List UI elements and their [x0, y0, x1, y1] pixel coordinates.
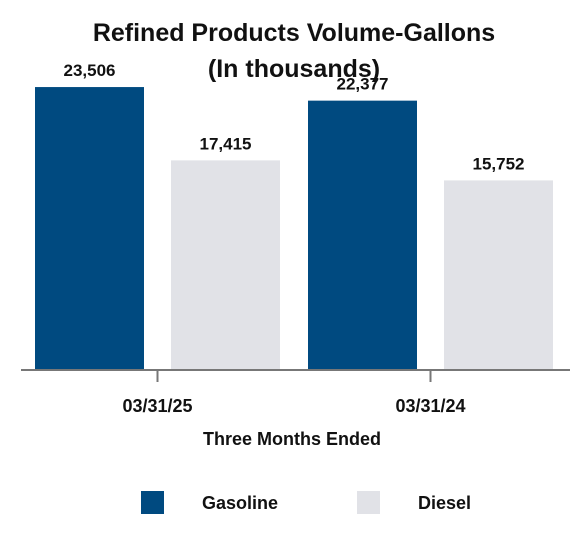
- bar-diesel-1: [171, 160, 280, 370]
- bars-group: [35, 87, 553, 371]
- legend-swatch-diesel: [357, 491, 380, 514]
- value-label-gasoline-1: 23,506: [64, 61, 116, 80]
- legend-label-gasoline: Gasoline: [202, 493, 278, 513]
- x-tick-label-2: 03/31/24: [395, 396, 465, 416]
- x-tick-label-1: 03/31/25: [122, 396, 192, 416]
- bar-gasoline-2: [308, 100, 417, 371]
- legend-label-diesel: Diesel: [418, 493, 471, 513]
- legend-swatch-gasoline: [141, 491, 164, 514]
- x-ticks-group: 03/31/25 03/31/24: [122, 370, 466, 416]
- value-labels-group: 23,506 17,415 22,377 15,752: [64, 61, 525, 173]
- bar-diesel-2: [444, 180, 553, 370]
- value-label-diesel-2: 15,752: [473, 154, 525, 173]
- legend: Gasoline Diesel: [141, 491, 471, 514]
- bar-gasoline-1: [35, 87, 144, 371]
- chart-subtitle: (In thousands): [208, 55, 380, 83]
- value-label-gasoline-2: 22,377: [337, 75, 389, 94]
- chart-title: Refined Products Volume-Gallons: [93, 19, 495, 47]
- value-label-diesel-1: 17,415: [200, 134, 252, 153]
- x-axis-label: Three Months Ended: [203, 429, 381, 449]
